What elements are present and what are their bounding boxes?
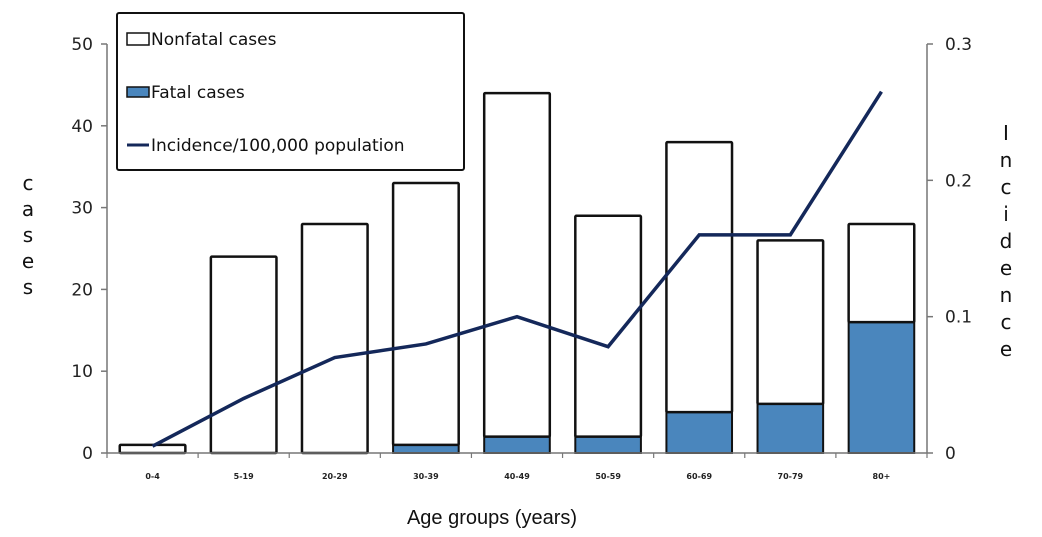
axis-title-letter: n <box>1000 148 1013 172</box>
axis-title-letter: e <box>1000 256 1012 280</box>
bar-fatal <box>483 435 551 455</box>
x-tick-label: 60-69 <box>686 472 712 481</box>
right-y-axis: 0 0.1 0.2 0.3 <box>926 35 972 464</box>
incidence-line-group <box>151 90 883 448</box>
bar-nonfatal <box>665 140 734 414</box>
axis-title-letter: s <box>23 275 33 299</box>
axis-title-letter: c <box>23 171 34 195</box>
bars-group <box>118 91 916 455</box>
axis-title-letter: n <box>1000 283 1013 307</box>
x-tick-label: 50-59 <box>595 472 621 481</box>
bar-nonfatal <box>574 214 643 438</box>
axis-title-letter: d <box>1000 229 1013 253</box>
legend-item-nonfatal: Nonfatal cases <box>126 30 277 50</box>
legend-item-incidence: Incidence/100,000 population <box>127 136 405 156</box>
right-tick-label: 0.3 <box>945 35 972 55</box>
bar-nonfatal <box>209 255 278 455</box>
legend-label-incidence: Incidence/100,000 population <box>151 136 405 156</box>
bar-nonfatal <box>756 239 825 406</box>
left-tick-label: 50 <box>71 35 93 55</box>
bar-nonfatal <box>300 222 369 455</box>
legend-swatch-nonfatal <box>126 32 150 46</box>
axis-title-letter: s <box>23 223 33 247</box>
right-tick-label: 0 <box>945 444 956 464</box>
x-tick-label: 80+ <box>873 472 891 481</box>
axis-title-letter: e <box>22 249 34 273</box>
axis-title-letter: c <box>1001 310 1012 334</box>
x-axis: 0-4 5-19 20-29 30-39 40-49 50-59 60-69 70-79 80+ <box>106 452 928 481</box>
x-tick-label: 0-4 <box>145 472 160 481</box>
x-tick-label: 30-39 <box>413 472 439 481</box>
legend-label-nonfatal: Nonfatal cases <box>151 30 277 50</box>
axis-title-letter: e <box>1000 337 1012 361</box>
legend-item-fatal: Fatal cases <box>126 83 245 103</box>
axis-title-letter: a <box>22 197 34 221</box>
left-tick-label: 20 <box>71 280 93 300</box>
x-tick-label: 5-19 <box>234 472 254 481</box>
bar-fatal <box>847 321 916 454</box>
left-y-axis: 0 10 20 30 40 50 <box>71 35 108 464</box>
bar-nonfatal <box>482 91 552 438</box>
right-tick-label: 0.2 <box>945 171 972 191</box>
bar-nonfatal <box>391 181 460 447</box>
bar-fatal <box>665 411 734 455</box>
left-tick-label: 30 <box>71 199 93 219</box>
axis-title-letter: I <box>1003 121 1009 145</box>
axis-title-letter: c <box>1001 175 1012 199</box>
left-tick-label: 10 <box>71 362 93 382</box>
x-tick-label: 40-49 <box>504 472 530 481</box>
legend-label-fatal: Fatal cases <box>151 83 245 103</box>
legend-box <box>116 12 465 171</box>
x-tick-label: 20-29 <box>322 472 348 481</box>
left-tick-label: 40 <box>71 117 93 137</box>
legend: Nonfatal cases Fatal cases Incidence/100… <box>116 12 465 171</box>
x-tick-label: 70-79 <box>778 472 804 481</box>
left-tick-label: 0 <box>82 444 93 464</box>
right-tick-label: 0.1 <box>945 308 972 328</box>
bar-fatal <box>756 402 825 455</box>
legend-swatch-fatal <box>126 86 150 98</box>
axis-title-letter: i <box>1003 202 1009 226</box>
bar-fatal <box>574 435 642 455</box>
x-axis-title: Age groups (years) <box>407 507 577 529</box>
bar-nonfatal <box>847 222 916 324</box>
